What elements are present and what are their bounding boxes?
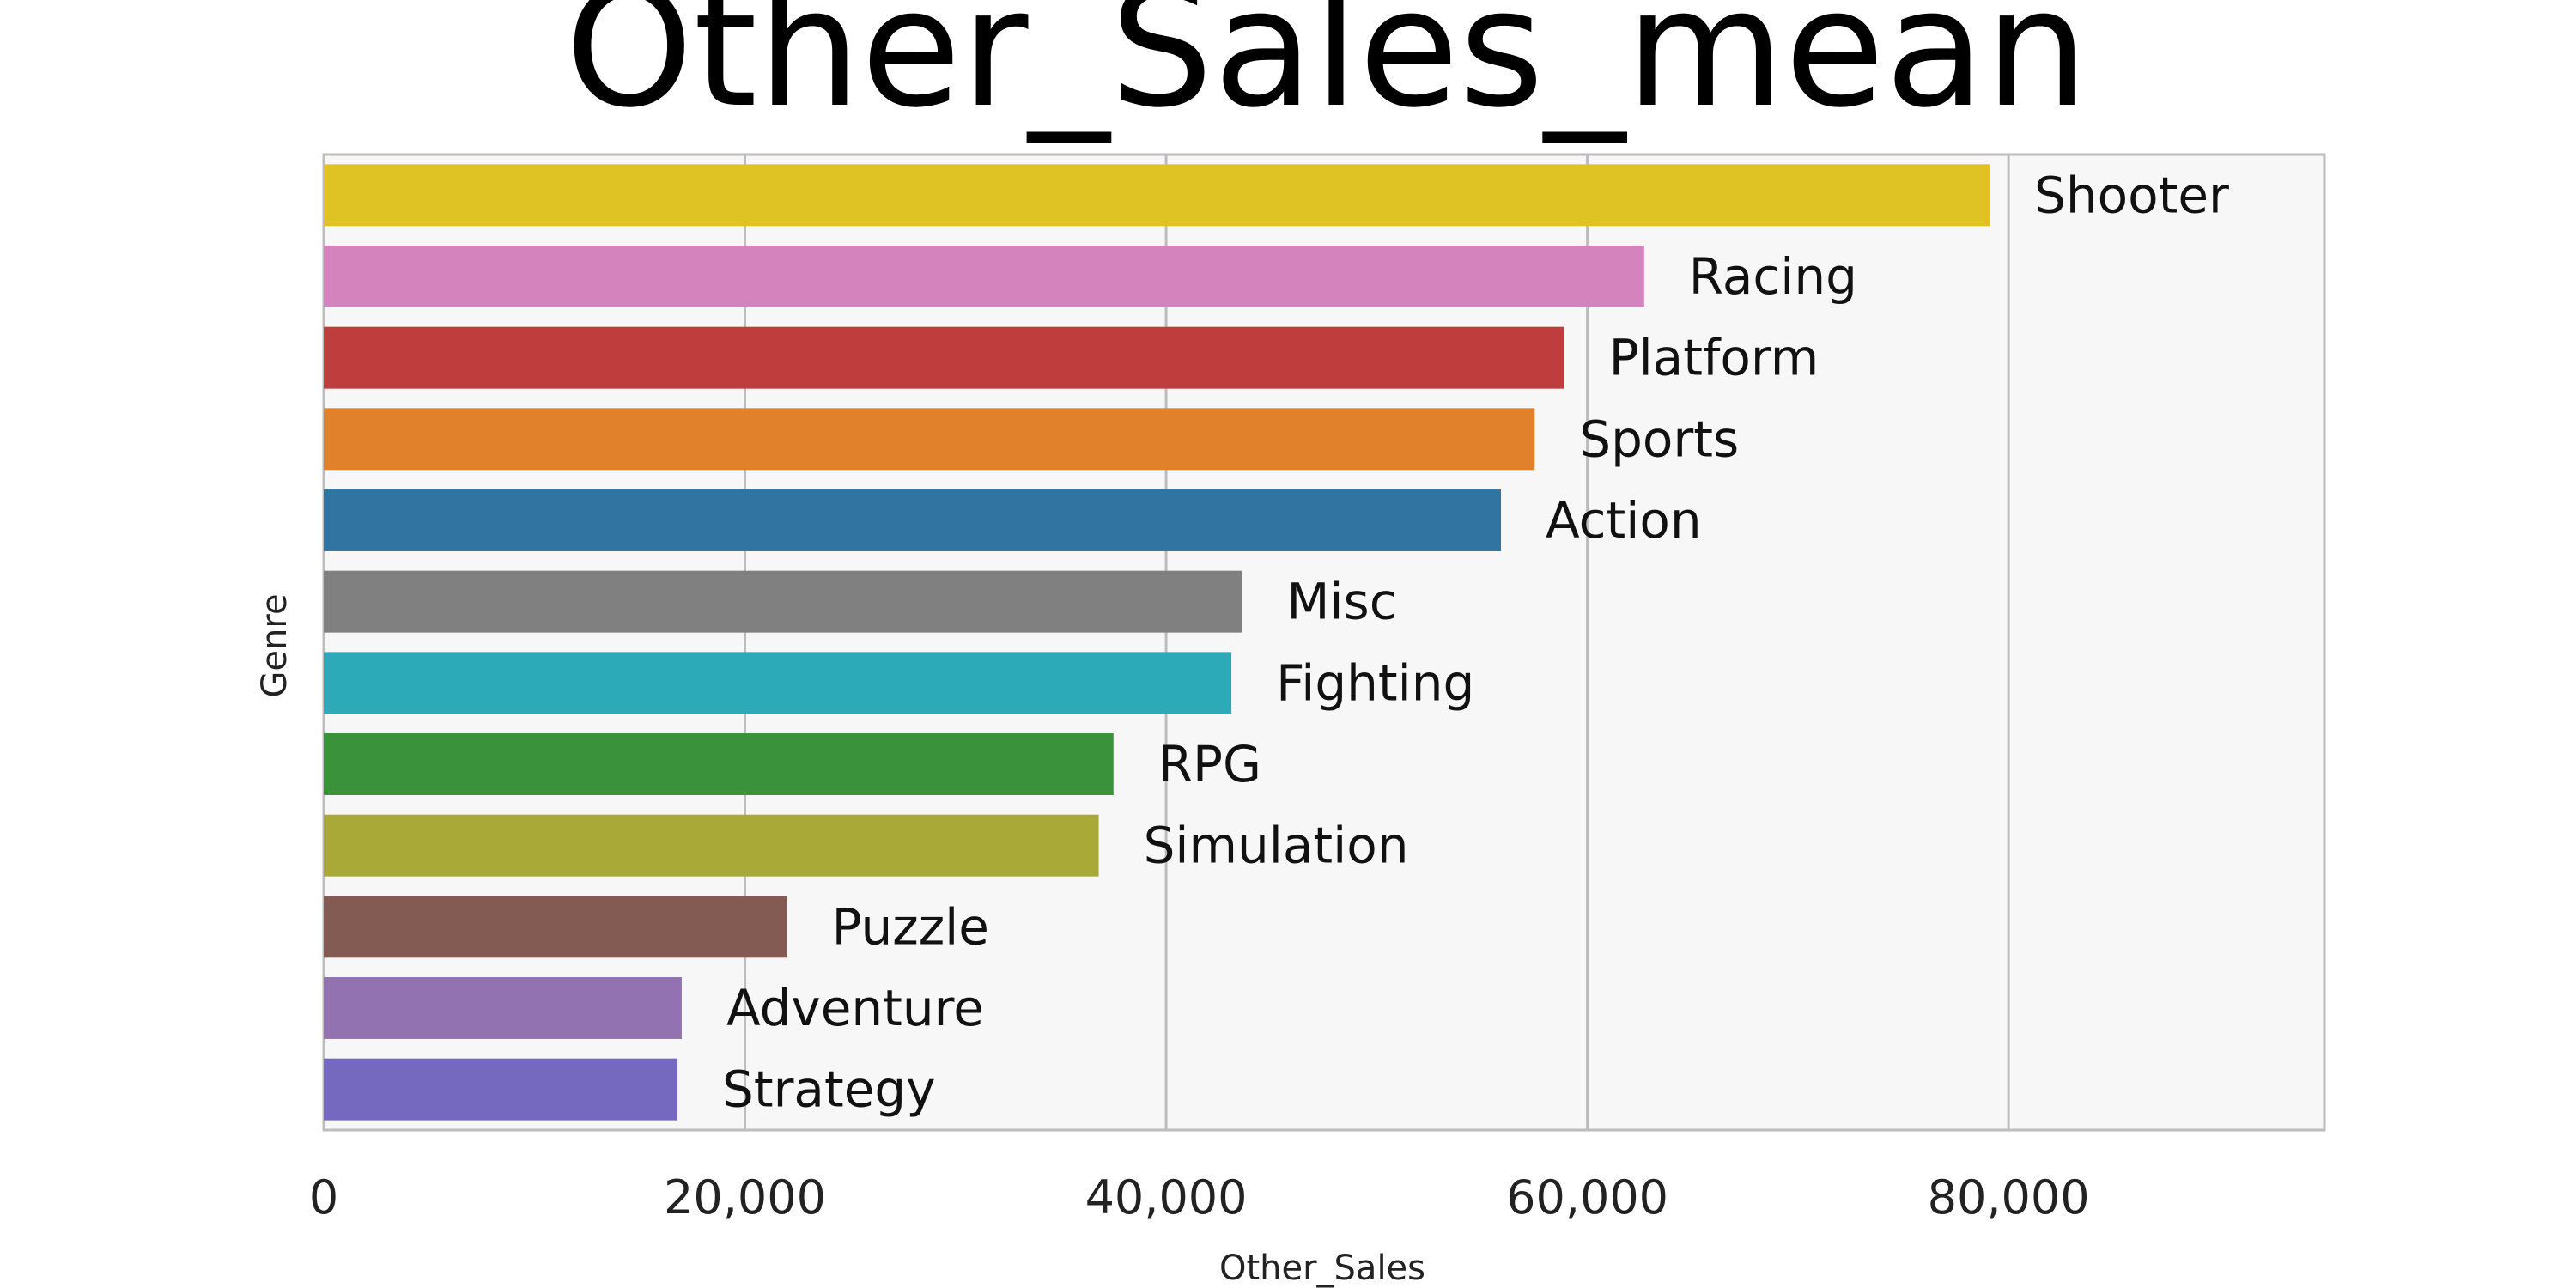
bar-label-strategy: Strategy <box>722 1060 936 1119</box>
x-tick-label: 0 <box>309 1170 338 1224</box>
bar-label-shooter: Shooter <box>2034 166 2229 224</box>
bar-sports <box>324 408 1535 471</box>
bar-shooter <box>324 164 1990 227</box>
x-tick-label: 80,000 <box>1928 1170 2090 1224</box>
bar-puzzle <box>324 896 787 958</box>
bar-label-puzzle: Puzzle <box>832 897 989 956</box>
bar-label-rpg: RPG <box>1158 735 1261 793</box>
y-axis-label: Genre <box>255 593 295 697</box>
x-tick-label: 20,000 <box>664 1170 826 1224</box>
bar-simulation <box>324 814 1099 877</box>
plot-area <box>322 153 2326 1132</box>
bar-label-platform: Platform <box>1609 329 1820 387</box>
x-tick-label: 40,000 <box>1085 1170 1248 1224</box>
bars <box>324 164 1990 1121</box>
bar-label-simulation: Simulation <box>1144 817 1409 875</box>
bar-label-sports: Sports <box>1579 410 1739 468</box>
bar-strategy <box>324 1058 678 1121</box>
bar-labels: Shooter Racing Platform Sports Action Misc Fig… <box>722 166 2229 1118</box>
x-tick-label: 60,000 <box>1506 1170 1668 1224</box>
bar-label-fighting: Fighting <box>1276 653 1474 712</box>
bar-platform <box>324 326 1564 389</box>
bar-fighting <box>324 652 1232 714</box>
bar-adventure <box>324 977 682 1039</box>
bar-misc <box>324 570 1242 633</box>
bar-racing <box>324 246 1644 307</box>
bar-rpg <box>324 733 1114 795</box>
x-axis-label: Other_Sales <box>1219 1249 1425 1288</box>
x-tick-labels: 0 20,000 40,000 60,000 80,000 <box>309 1170 2090 1224</box>
gridlines <box>744 155 2010 1130</box>
bar-label-racing: Racing <box>1689 247 1857 306</box>
chart-title: Other_Sales_mean <box>565 0 2088 143</box>
bar-label-misc: Misc <box>1286 573 1396 631</box>
bar-label-adventure: Adventure <box>726 979 984 1037</box>
bar-label-action: Action <box>1546 491 1702 550</box>
bar-action <box>324 489 1502 551</box>
